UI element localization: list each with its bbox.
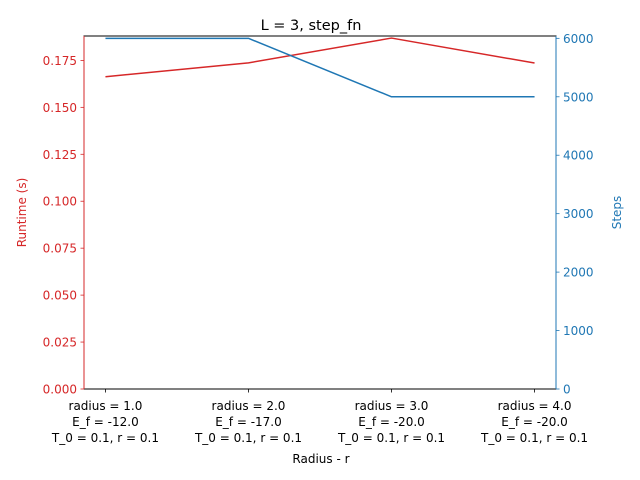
x-tick-label: radius = 4.0 [498, 399, 572, 413]
plot-frame [83, 35, 557, 390]
x-tick-label: T_0 = 0.1, r = 0.1 [194, 431, 302, 445]
x-tick-label: E_f = -17.0 [215, 415, 282, 429]
y-left-tick-label: 0.100 [43, 195, 77, 209]
y-right-tick-label: 5000 [563, 90, 594, 104]
y-right-tick-label: 0 [563, 383, 571, 397]
y-right-tick-label: 3000 [563, 207, 594, 221]
y-axis-right-label: Steps [610, 196, 624, 230]
x-tick-label: T_0 = 0.1, r = 0.1 [51, 431, 159, 445]
steps-series-line [105, 37, 535, 98]
axes: radius = 1.0 E_f = -12.0 T_0 = 0.1, r = 0.… [43, 32, 594, 445]
y-right-tick-label: 6000 [563, 32, 594, 46]
x-tick-label: radius = 3.0 [355, 399, 429, 413]
plot-area [105, 37, 535, 98]
y-right-tick-label: 4000 [563, 149, 594, 163]
chart-title: L = 3, step_fn [261, 18, 362, 34]
y-left-tick-label: 0.025 [43, 336, 77, 350]
y-right-tick-label: 1000 [563, 324, 594, 338]
runtime-series-line [105, 37, 535, 78]
x-axis-label: Radius - r [292, 452, 349, 466]
x-tick-label: radius = 1.0 [69, 399, 143, 413]
y-axis-left-label: Runtime (s) [15, 178, 29, 248]
x-tick-label: E_f = -20.0 [358, 415, 425, 429]
y-left-tick-label: 0.075 [43, 242, 77, 256]
y-left-tick-label: 0.125 [43, 148, 77, 162]
y-left-tick-label: 0.050 [43, 289, 77, 303]
y-right-tick-label: 2000 [563, 266, 594, 280]
x-tick-label: T_0 = 0.1, r = 0.1 [480, 431, 588, 445]
x-tick-label: T_0 = 0.1, r = 0.1 [337, 431, 445, 445]
x-tick-label: radius = 2.0 [212, 399, 286, 413]
y-left-tick-label: 0.175 [43, 54, 77, 68]
y-left-tick-label: 0.000 [43, 383, 77, 397]
x-tick-label: E_f = -20.0 [501, 415, 568, 429]
x-tick-label: E_f = -12.0 [72, 415, 139, 429]
y-left-tick-label: 0.150 [43, 101, 77, 115]
